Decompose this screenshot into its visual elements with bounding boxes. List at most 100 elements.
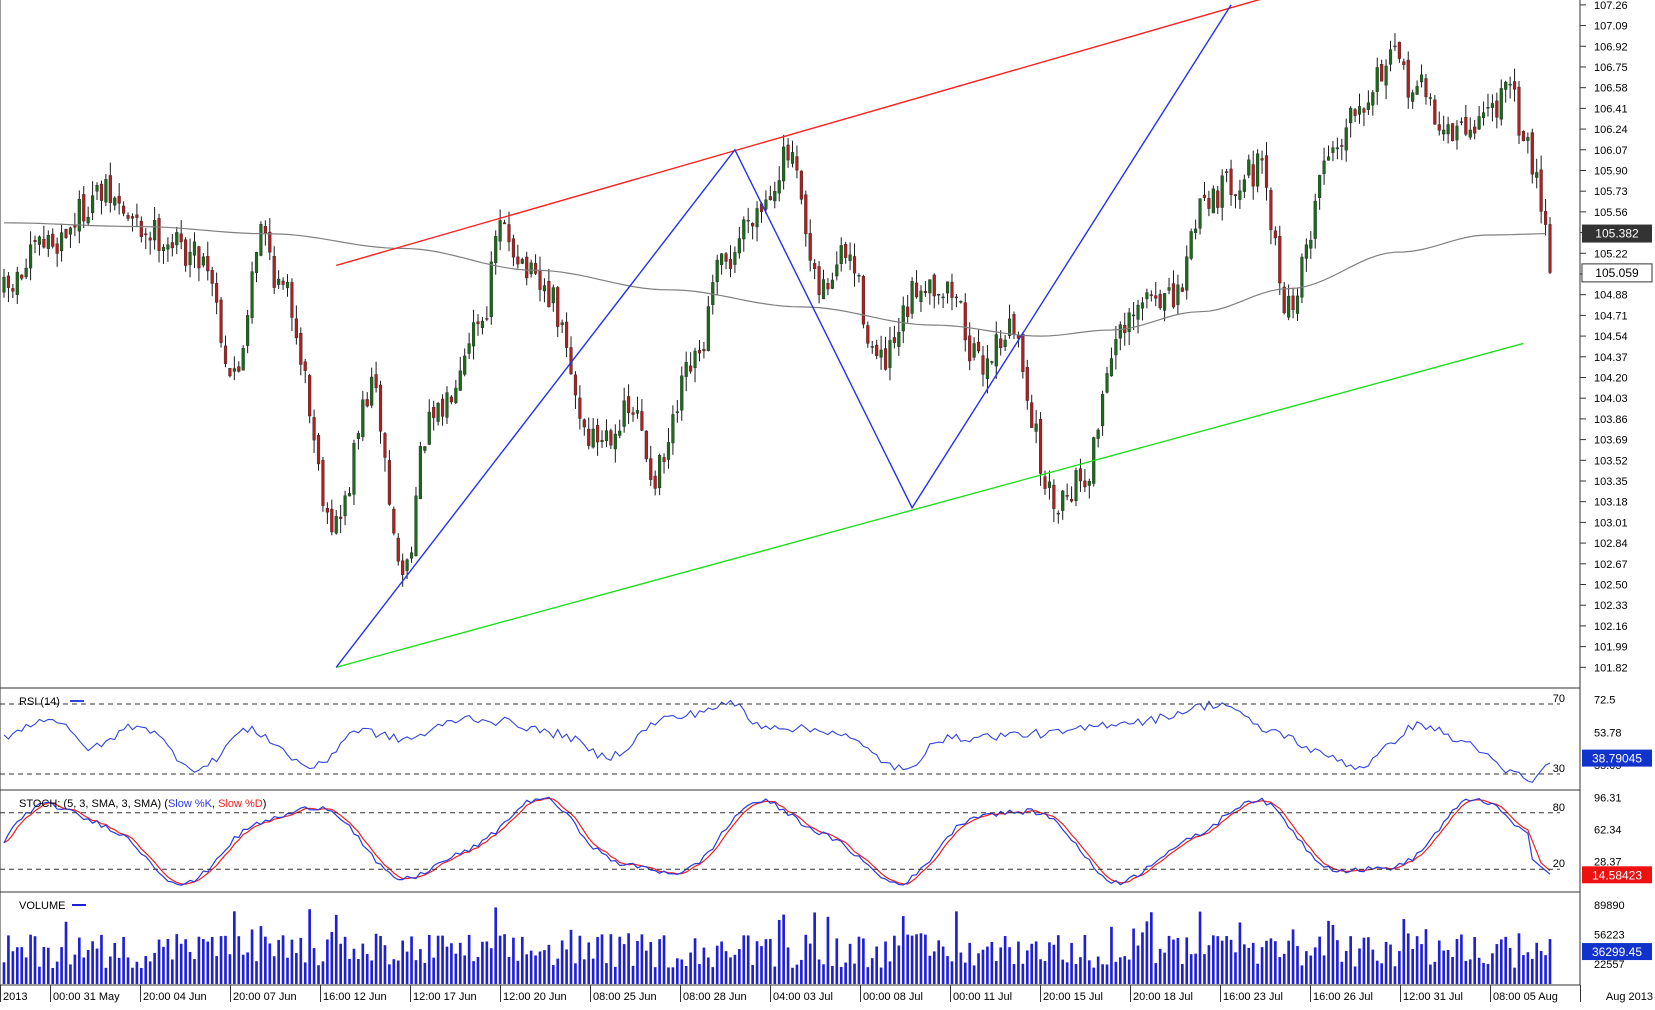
volume-bar [1318, 936, 1321, 984]
volume-bar [1468, 959, 1472, 984]
stoch-level-20-label: 20 [1553, 858, 1565, 870]
candle-body [42, 239, 46, 248]
volume-bar [476, 956, 480, 984]
price-axis-tick-label: 106.75 [1594, 62, 1628, 74]
candle-body [1233, 194, 1238, 197]
candle-body [250, 271, 254, 318]
volume-bar [1207, 945, 1211, 984]
candle-body [1132, 314, 1136, 317]
volume-bar [1083, 934, 1087, 984]
volume-bar [1012, 964, 1016, 984]
volume-bar [126, 957, 130, 984]
candle-body [1468, 129, 1472, 138]
price-axis-tick-label: 103.86 [1594, 414, 1628, 426]
candle-body [963, 302, 967, 341]
volume-bar [516, 960, 520, 984]
volume-bar [1336, 940, 1339, 984]
candle-body [928, 279, 932, 294]
volume-bar [1517, 933, 1521, 984]
time-axis-label: 16:00 26 Jul [1313, 991, 1373, 1003]
candle-body [219, 299, 223, 343]
volume-bar [281, 935, 285, 984]
volume-bar [520, 936, 524, 984]
price-axis-tick-label: 106.07 [1594, 145, 1628, 157]
candle-body [1202, 194, 1207, 198]
volume-bar [786, 947, 790, 984]
volume-bar [1154, 963, 1158, 984]
price-axis-tick-label: 102.16 [1594, 621, 1628, 633]
volume-bar [755, 941, 759, 984]
candle-body [1357, 106, 1362, 115]
rsi-title: RSI (14) [19, 696, 60, 708]
volume-bar [928, 955, 932, 984]
volume-bar [1393, 966, 1397, 984]
candle-body [409, 552, 414, 559]
volume-bar [1048, 942, 1051, 984]
volume-bar [171, 959, 174, 984]
candle-body [1189, 231, 1193, 259]
candle-body [1114, 339, 1118, 356]
candle-body [1353, 109, 1357, 116]
candle-body [737, 238, 741, 254]
volume-bar [233, 911, 236, 984]
volume-bar [15, 947, 19, 984]
price-axis-tick-label: 107.26 [1594, 0, 1628, 12]
volume-bar [228, 954, 232, 984]
candle-body [153, 220, 157, 241]
candle-body [866, 325, 870, 344]
candle-body [308, 375, 312, 417]
volume-bar [299, 937, 303, 984]
volume-legend-swatch [72, 904, 86, 906]
time-axis-label: 12:00 17 Jun [413, 991, 477, 1003]
candle-body [170, 242, 174, 249]
candle-body [1083, 480, 1087, 488]
price-axis-tick-label: 103.01 [1594, 517, 1628, 529]
stoch-current-label-box [1582, 866, 1652, 884]
volume-bar [1442, 950, 1446, 984]
volume-bar [175, 934, 179, 984]
volume-bar [853, 963, 856, 984]
volume-bar [463, 955, 467, 984]
volume-bar [1141, 932, 1144, 984]
volume-bar [893, 935, 896, 984]
volume-bar [813, 912, 816, 984]
candle-body [1380, 64, 1384, 82]
volume-bar [844, 962, 847, 984]
candle-body [1087, 481, 1091, 486]
candle-body [1388, 49, 1393, 65]
volume-bar [1070, 942, 1073, 984]
volume-bar [1482, 962, 1485, 984]
volume-bar [1212, 935, 1215, 984]
candle-body [1295, 295, 1300, 314]
volume-bar [1185, 937, 1189, 984]
stoch-title-params: STOCH: (5, 3, SMA, 3, SMA) [19, 798, 161, 810]
candle-body [1517, 86, 1521, 136]
volume-bar [1194, 953, 1197, 984]
volume-bar [277, 939, 280, 984]
volume-bar [46, 947, 50, 984]
volume-bar [1189, 954, 1193, 984]
candle-body [458, 370, 462, 391]
volume-bar [184, 939, 187, 984]
volume-bar [343, 936, 347, 984]
candle-body [768, 196, 772, 201]
volume-bar [401, 940, 405, 984]
candle-body [1078, 468, 1083, 482]
ma-price-label-box [1582, 224, 1652, 243]
candle-body [613, 433, 617, 450]
volume-bar [157, 939, 161, 984]
volume-current-label-text: 36299.45 [1592, 945, 1642, 959]
volume-bar [432, 957, 436, 984]
volume-bar [738, 949, 741, 984]
candle-body [246, 315, 250, 346]
volume-bar [538, 951, 542, 984]
volume-bar [396, 960, 400, 984]
candle-body [228, 368, 232, 377]
volume-bar [1061, 959, 1065, 984]
volume-bar [1216, 936, 1220, 984]
candle-body [418, 446, 422, 500]
candle-body [144, 233, 148, 235]
time-axis-label: 12:00 20 Jun [503, 991, 567, 1003]
rsi-current-label-text: 38.79045 [1592, 752, 1642, 766]
volume-bar [596, 937, 599, 984]
